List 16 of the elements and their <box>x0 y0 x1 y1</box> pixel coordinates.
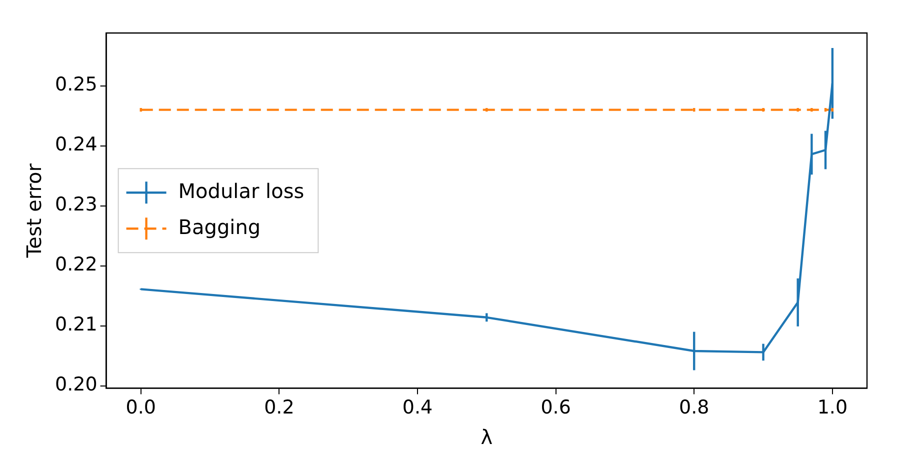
y-tick-label: 0.21 <box>54 314 98 336</box>
y-tick-label: 0.20 <box>54 374 98 396</box>
x-tick-label: 0.8 <box>679 396 710 419</box>
y-tick-label: 0.22 <box>54 254 98 276</box>
x-axis-title: λ <box>480 425 493 450</box>
y-tick-label: 0.23 <box>54 194 98 216</box>
x-tick-label: 1.0 <box>817 396 848 419</box>
y-axis-title: Test error <box>22 162 46 259</box>
y-tick-label: 0.24 <box>54 134 98 156</box>
x-tick-label: 0.6 <box>540 396 571 419</box>
legend-label: Modular loss <box>178 178 304 203</box>
x-tick-label: 0.0 <box>126 396 156 419</box>
y-tick-label: 0.25 <box>54 74 98 96</box>
x-tick-label: 0.4 <box>402 396 433 419</box>
legend-label: Bagging <box>178 214 261 239</box>
x-tick-label: 0.2 <box>264 396 294 419</box>
